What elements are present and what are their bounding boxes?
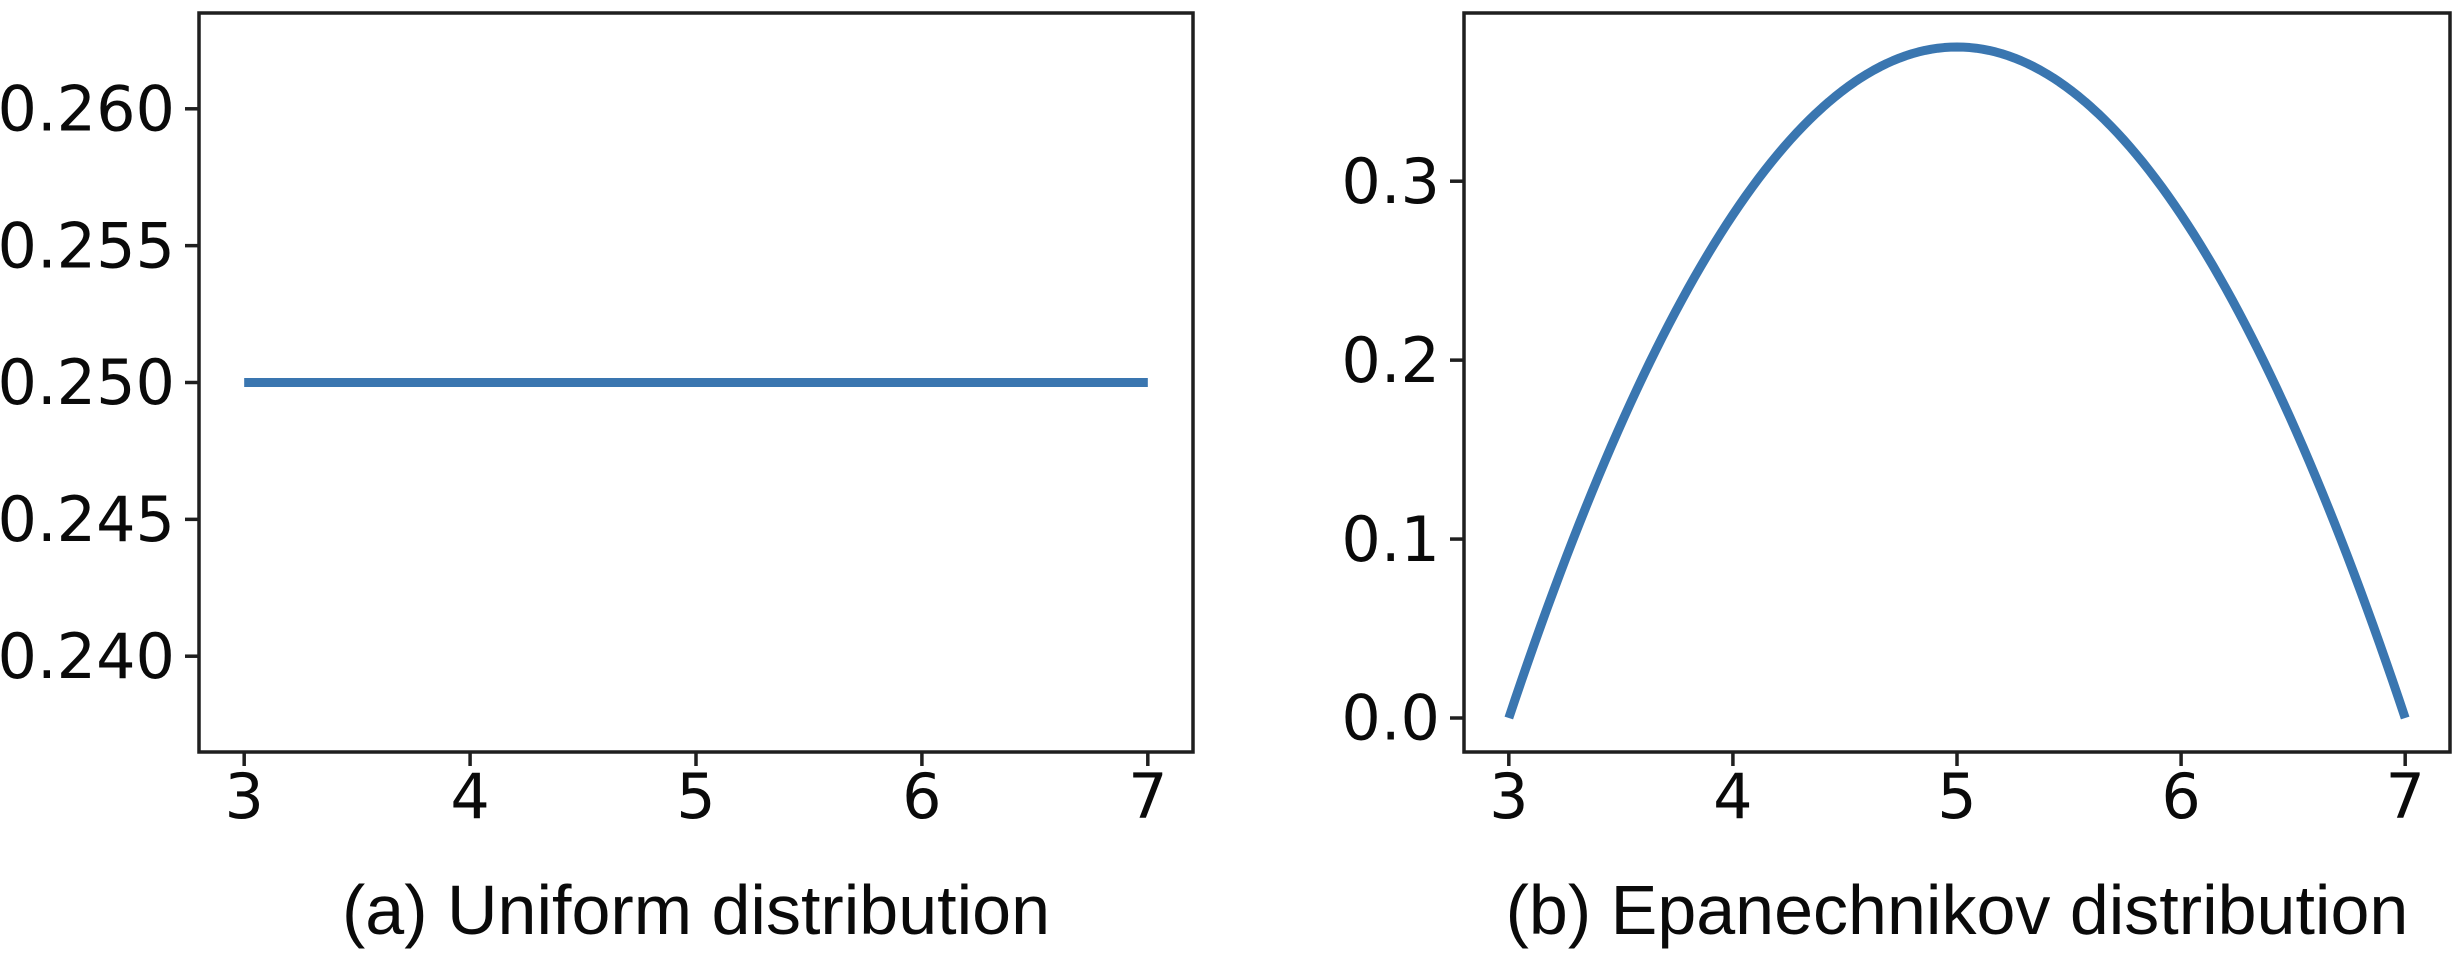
y-tick-label: 0.250 [0, 346, 175, 419]
x-tick-label: 6 [902, 760, 941, 833]
y-tick-label: 0.245 [0, 483, 175, 556]
x-tick-label: 5 [676, 760, 715, 833]
subplot-a-caption: (a) Uniform distribution [342, 871, 1050, 949]
x-tick-label: 3 [1489, 760, 1528, 833]
axes-spines [1462, 11, 2452, 754]
y-tick-label: 0.240 [0, 620, 175, 693]
x-tick-label: 7 [1128, 760, 1167, 833]
y-tick-label: 0.255 [0, 209, 175, 282]
chart-epanechnikov: 3 4 5 6 7 0.0 0.1 0.2 0.3 [1341, 11, 2452, 833]
x-tick-label: 5 [1937, 760, 1976, 833]
y-tick-label: 0.260 [0, 72, 175, 145]
x-tick-label: 6 [2161, 760, 2200, 833]
x-tick-label: 4 [450, 760, 489, 833]
x-tick-label: 7 [2385, 760, 2424, 833]
subplot-b-caption: (b) Epanechnikov distribution [1505, 871, 2409, 949]
data-line-epanechnikov-pdf [1504, 42, 2410, 720]
y-tick-label: 0.2 [1341, 324, 1440, 397]
y-tick-label: 0.0 [1341, 682, 1440, 755]
y-tick-label: 0.3 [1341, 145, 1440, 218]
x-tick-label: 3 [224, 760, 263, 833]
y-tick-label: 0.1 [1341, 503, 1440, 576]
chart-uniform: 3 4 5 6 7 0.240 0.245 0.250 0.255 0.260 [0, 11, 1195, 833]
x-tick-label: 4 [1713, 760, 1752, 833]
